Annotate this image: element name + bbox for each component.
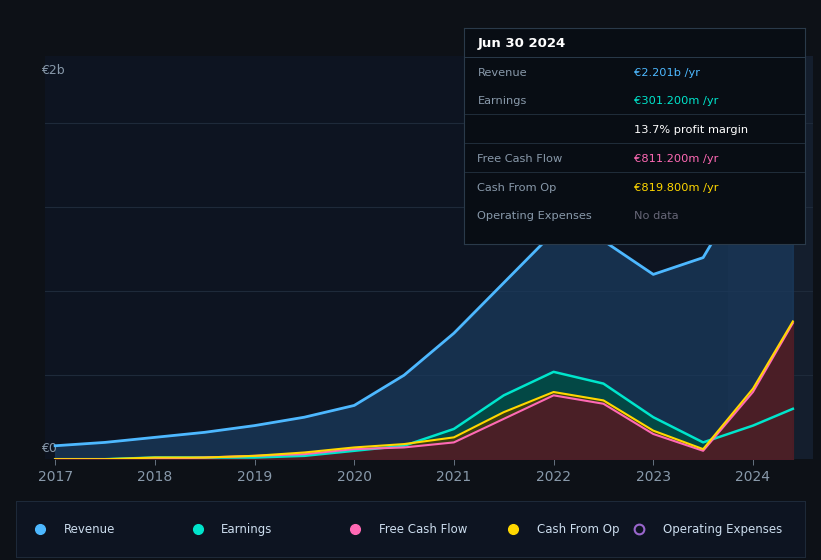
Text: €301.200m /yr: €301.200m /yr bbox=[635, 96, 718, 106]
Text: Free Cash Flow: Free Cash Flow bbox=[478, 154, 562, 164]
Text: No data: No data bbox=[635, 211, 679, 221]
Text: Cash From Op: Cash From Op bbox=[478, 183, 557, 193]
Text: Earnings: Earnings bbox=[478, 96, 527, 106]
Text: 13.7% profit margin: 13.7% profit margin bbox=[635, 125, 749, 135]
Text: Revenue: Revenue bbox=[64, 522, 115, 536]
Text: €2b: €2b bbox=[41, 64, 65, 77]
Text: Earnings: Earnings bbox=[222, 522, 273, 536]
Text: Cash From Op: Cash From Op bbox=[537, 522, 619, 536]
Text: Jun 30 2024: Jun 30 2024 bbox=[478, 38, 566, 50]
Text: €811.200m /yr: €811.200m /yr bbox=[635, 154, 718, 164]
Text: Free Cash Flow: Free Cash Flow bbox=[379, 522, 467, 536]
Text: Operating Expenses: Operating Expenses bbox=[478, 211, 592, 221]
Bar bbox=[728, 56, 813, 459]
Text: Operating Expenses: Operating Expenses bbox=[663, 522, 782, 536]
Text: €819.800m /yr: €819.800m /yr bbox=[635, 183, 718, 193]
Text: Revenue: Revenue bbox=[478, 68, 527, 77]
Text: €0: €0 bbox=[41, 442, 57, 455]
Text: €2.201b /yr: €2.201b /yr bbox=[635, 68, 700, 77]
